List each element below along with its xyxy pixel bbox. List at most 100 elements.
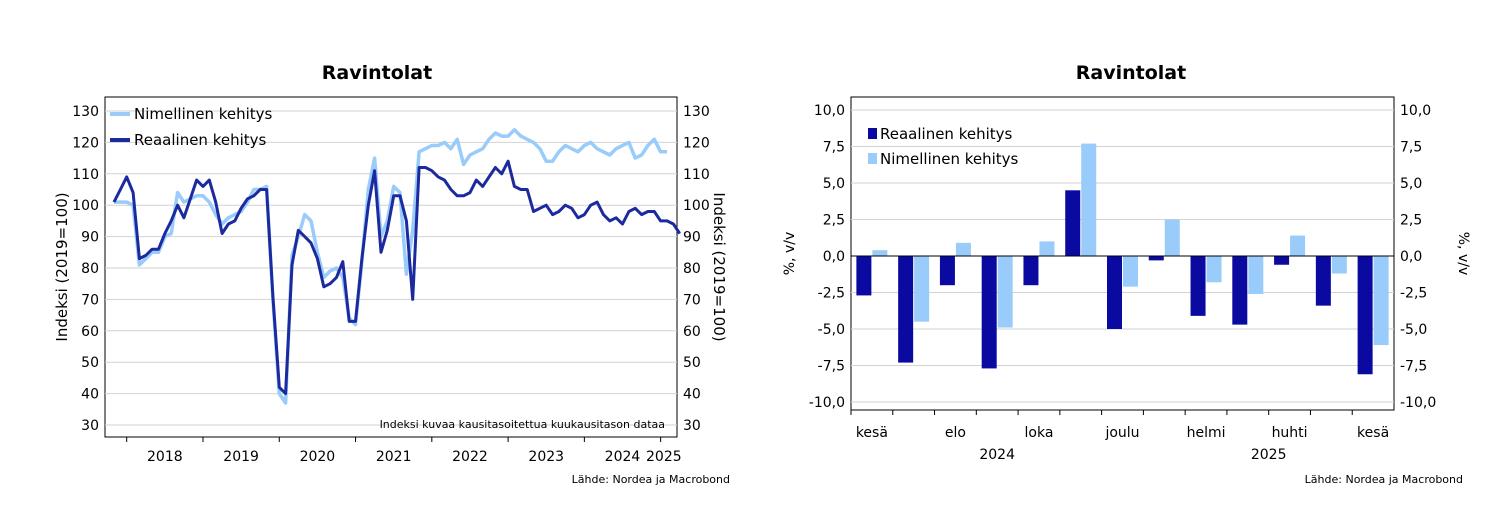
bar-nimellinen [1206,256,1222,283]
y-tick-label-right: -10,0 [1400,395,1436,411]
y-tick-label-right: 110 [683,167,710,183]
y-tick-label-left: 110 [72,167,99,183]
legend-label: Reaalinen kehitys [134,131,267,149]
series-line-reaalinen [112,159,681,396]
bar-nimellinen [1248,256,1264,294]
right-source-note: Lähde: Nordea ja Macrobond [1304,473,1463,486]
month-label: kesä [1357,425,1389,441]
year-label: 2018 [147,449,183,465]
year-label: 2021 [376,449,412,465]
y-tick-label-left: 70 [81,292,99,308]
y-tick-label-right: -7,5 [1400,359,1427,375]
y-tick-label-left: 80 [81,261,99,277]
y-tick-label-left: 120 [72,135,99,151]
y-tick-label-left: 5,0 [823,176,845,192]
y-tick-label-left: 10,0 [814,103,845,119]
bar-reaalinen [939,256,955,286]
y-tick-label-right: 10,0 [1400,103,1431,119]
month-label: huhti [1272,425,1308,441]
legend-label: Reaalinen kehitys [880,125,1013,143]
legend-swatch [868,128,877,139]
year-label: 2025 [646,449,682,465]
y-tick-label-left: 50 [81,355,99,371]
month-label: loka [1025,425,1054,441]
year-label: 2025 [1251,447,1287,463]
y-tick-label-right: 130 [683,104,710,120]
bar-reaalinen [1315,256,1331,306]
y-tick-label-left: -10,0 [809,395,845,411]
y-tick-label-left: 30 [81,418,99,434]
y-tick-label-right: 0,0 [1400,249,1422,265]
y-tick-label-right: 70 [683,292,701,308]
year-label: 2024 [979,447,1015,463]
bar-nimellinen [955,242,971,256]
year-label: 2020 [300,449,336,465]
bar-nimellinen [1039,241,1055,256]
y-tick-label-left: 2,5 [823,213,845,229]
bar-nimellinen [872,250,888,256]
y-tick-label-left: 7,5 [823,140,845,156]
y-tick-label-left: -2,5 [818,286,845,302]
plot-frame [850,96,1395,411]
left-source-note: Lähde: Nordea ja Macrobond [571,473,730,486]
bar-reaalinen [1023,256,1039,286]
year-label: 2023 [528,449,564,465]
month-label: joulu [1104,425,1139,441]
y-axis-title-right: %, v/v [1455,232,1471,276]
bar-nimellinen [1373,256,1389,346]
y-axis-title-left: Indeksi (2019=100) [53,192,71,341]
y-tick-label-right: 2,5 [1400,213,1422,229]
left-chart-title: Ravintolat [321,62,433,84]
y-tick-label-right: 60 [683,324,701,340]
bar-reaalinen [1148,256,1164,261]
y-tick-label-left: 40 [81,387,99,403]
y-tick-label-left: -7,5 [818,359,845,375]
bar-reaalinen [1065,190,1081,256]
bar-nimellinen [914,256,930,322]
y-tick-label-right: 90 [683,230,701,246]
y-tick-label-left: 90 [81,230,99,246]
y-tick-label-left: -5,0 [818,322,845,338]
year-label: 2022 [452,449,488,465]
y-tick-label-left: 130 [72,104,99,120]
year-label: 2019 [223,449,259,465]
chart-annotation: Indeksi kuvaa kausitasoitettua kuukausit… [380,418,665,431]
bar-nimellinen [1081,143,1097,256]
legend-label: Nimellinen kehitys [880,150,1019,168]
y-tick-label-left: 60 [81,324,99,340]
y-tick-label-left: 100 [72,198,99,214]
y-tick-label-right: 50 [683,355,701,371]
y-axis-title-left: %, v/v [782,232,798,276]
bar-nimellinen [1331,256,1347,274]
bar-reaalinen [981,256,997,369]
legend-swatch [868,153,877,164]
right-bar-chart: 10,0 10,0 7,5 7,5 5,0 5,0 2,5 2,5 0,0 0,0 -2,5 -2,5… [782,96,1471,463]
y-tick-label-right: 100 [683,198,710,214]
y-tick-label-right: -5,0 [1400,322,1427,338]
bar-reaalinen [1190,256,1206,316]
plot-frame [104,96,678,438]
bar-reaalinen [1357,256,1373,375]
y-tick-label-right: 40 [683,387,701,403]
left-line-chart: 130 130 120 120 110 110 100 100 90 90 80 80 70 70 60 60… [53,96,728,465]
year-label: 2024 [605,449,641,465]
y-axis-title-right: Indeksi (2019=100) [710,192,728,341]
bar-nimellinen [1164,219,1180,256]
bar-nimellinen [1123,256,1138,287]
y-tick-label-right: 7,5 [1400,140,1422,156]
legend-label: Nimellinen kehitys [134,105,273,123]
bar-reaalinen [856,256,872,296]
bar-reaalinen [1274,256,1290,265]
y-tick-label-right: 5,0 [1400,176,1422,192]
y-tick-label-right: 120 [683,135,710,151]
bar-nimellinen [1290,235,1306,256]
month-label: elo [945,425,966,441]
y-tick-label-left: 0,0 [823,249,845,265]
y-tick-label-right: -2,5 [1400,286,1427,302]
bar-reaalinen [1107,256,1122,329]
series-line-nimellinen [114,128,667,405]
y-tick-label-right: 80 [683,261,701,277]
bar-nimellinen [997,256,1013,328]
right-chart-panel: Ravintolat 10,0 10,0 7,5 7,5 5,0 5,0 2,5 2,5 0,0… [754,0,1508,523]
right-chart-title: Ravintolat [1075,62,1187,84]
